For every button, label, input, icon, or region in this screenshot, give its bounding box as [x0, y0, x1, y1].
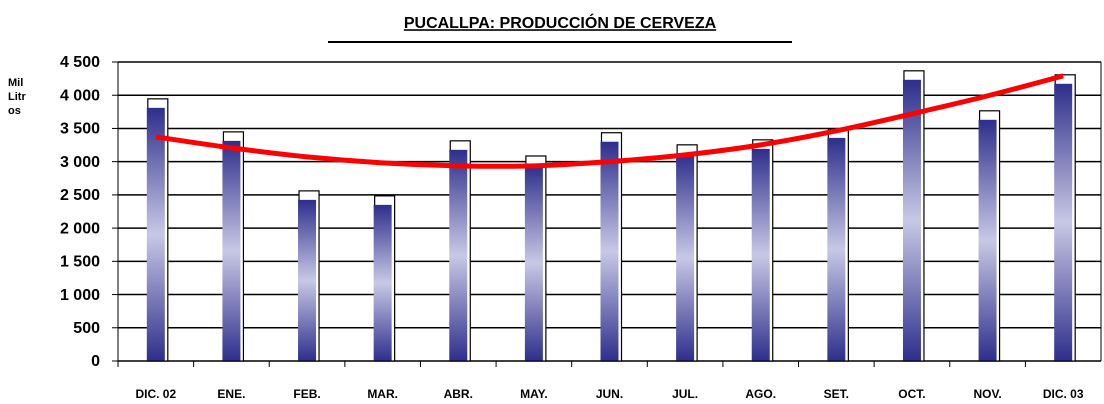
trend-line: [155, 73, 1064, 169]
y-tick-label: 3 500: [60, 121, 100, 138]
bar: [827, 137, 846, 361]
y-tick-label: 3 000: [60, 154, 100, 171]
bar: [146, 107, 165, 361]
y-tick-label: 2 000: [60, 220, 100, 237]
y-tick-label: 4 500: [60, 54, 100, 71]
bar: [1054, 83, 1073, 362]
bar: [298, 199, 317, 361]
chart-title: PUCALLPA: PRODUCCIÓN DE CERVEZA: [404, 13, 717, 32]
bar: [524, 164, 543, 361]
bar: [449, 149, 468, 361]
x-tick-label: ENE.: [217, 387, 245, 401]
x-tick-label: NOV.: [973, 387, 1001, 401]
y-tick-label: 4 000: [60, 87, 100, 104]
x-tick-label: DIC. 02: [135, 387, 176, 401]
bar: [751, 148, 770, 361]
y-tick-label: 1 000: [60, 287, 100, 304]
x-tick-label: SET.: [824, 387, 849, 401]
y-tick-label: 0: [91, 353, 100, 370]
x-tick-label: DIC. 03: [1043, 387, 1084, 401]
bar: [902, 79, 921, 361]
x-tick-label: MAY.: [520, 387, 548, 401]
bar: [600, 141, 619, 361]
y-tick-label: 1 500: [60, 254, 100, 271]
bar: [373, 204, 392, 361]
x-tick-label: JUL.: [672, 387, 698, 401]
x-tick-label: OCT.: [898, 387, 925, 401]
x-tick-label: ABR.: [444, 387, 473, 401]
x-tick-label: MAR.: [367, 387, 398, 401]
bar: [978, 119, 997, 361]
bar: [676, 153, 695, 361]
x-tick-label: JUN.: [596, 387, 623, 401]
x-tick-label: FEB.: [293, 387, 320, 401]
x-tick-label: AGO.: [745, 387, 776, 401]
y-tick-label: 500: [73, 320, 100, 337]
y-axis-label: Mil Litros: [8, 77, 26, 117]
bar: [222, 140, 241, 361]
y-tick-label: 2 500: [60, 187, 100, 204]
